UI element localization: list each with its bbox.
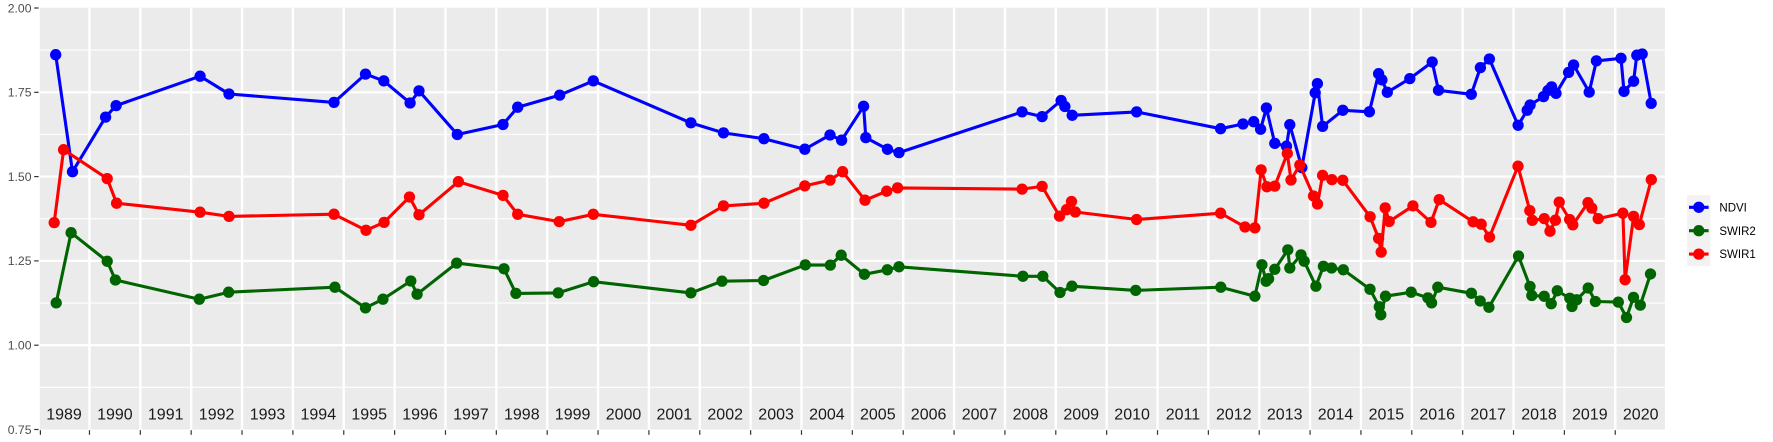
svg-text:2.00: 2.00	[8, 1, 32, 15]
svg-text:2008: 2008	[1013, 407, 1049, 424]
svg-text:NDVI: NDVI	[1719, 202, 1746, 214]
svg-text:SWIR2: SWIR2	[1719, 226, 1755, 238]
svg-text:1.50: 1.50	[8, 170, 32, 184]
svg-text:2020: 2020	[1623, 407, 1659, 424]
svg-text:2012: 2012	[1216, 407, 1252, 424]
svg-text:2016: 2016	[1419, 407, 1455, 424]
svg-text:2007: 2007	[962, 407, 998, 424]
svg-text:2004: 2004	[809, 407, 845, 424]
svg-text:1995: 1995	[351, 407, 387, 424]
svg-text:2000: 2000	[606, 407, 642, 424]
svg-text:2002: 2002	[707, 407, 743, 424]
svg-text:1991: 1991	[148, 407, 184, 424]
svg-text:2011: 2011	[1166, 407, 1201, 424]
svg-text:1.75: 1.75	[8, 86, 32, 100]
svg-text:0.75: 0.75	[8, 423, 32, 437]
svg-text:2015: 2015	[1369, 407, 1405, 424]
svg-text:2005: 2005	[860, 407, 896, 424]
svg-text:2013: 2013	[1267, 407, 1303, 424]
svg-text:1998: 1998	[504, 407, 540, 424]
svg-text:1992: 1992	[199, 407, 235, 424]
svg-text:1993: 1993	[250, 407, 286, 424]
svg-text:SWIR1: SWIR1	[1719, 249, 1755, 261]
svg-text:2014: 2014	[1318, 407, 1354, 424]
svg-text:2003: 2003	[758, 407, 794, 424]
svg-text:2017: 2017	[1470, 407, 1506, 424]
svg-text:1997: 1997	[453, 407, 489, 424]
svg-text:2001: 2001	[657, 407, 693, 424]
svg-text:1994: 1994	[301, 407, 337, 424]
svg-text:1989: 1989	[46, 407, 82, 424]
svg-text:1990: 1990	[97, 407, 133, 424]
svg-text:1.25: 1.25	[8, 254, 32, 268]
svg-text:1996: 1996	[402, 407, 438, 424]
svg-text:1999: 1999	[555, 407, 591, 424]
svg-text:2006: 2006	[911, 407, 947, 424]
svg-text:1.00: 1.00	[8, 339, 32, 353]
svg-text:2018: 2018	[1521, 407, 1557, 424]
svg-text:2019: 2019	[1572, 407, 1608, 424]
svg-text:2009: 2009	[1063, 407, 1099, 424]
svg-text:2010: 2010	[1114, 407, 1150, 424]
